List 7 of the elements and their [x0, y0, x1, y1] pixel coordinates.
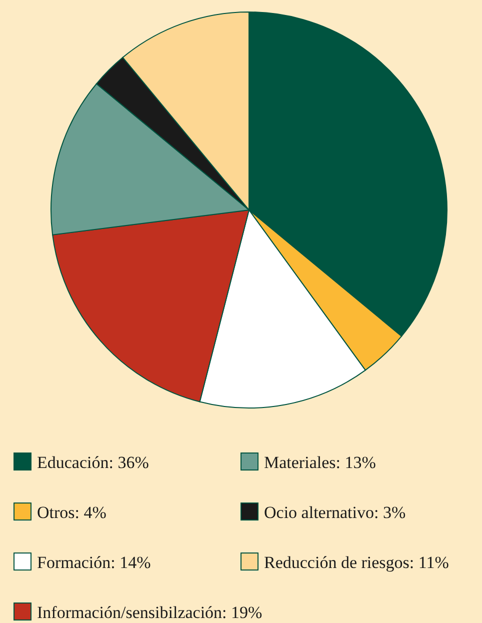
- legend-label: Ocio alternativo: 3%: [264, 503, 406, 522]
- legend-label: Información/sensibilzación: 19%: [37, 603, 262, 622]
- legend-label: Formación: 14%: [37, 553, 151, 572]
- legend-label: Materiales: 13%: [264, 453, 376, 472]
- legend-label: Educación: 36%: [37, 453, 149, 472]
- legend-label: Reducción de riesgos: 11%: [264, 553, 449, 572]
- legend-label: Otros: 4%: [37, 503, 106, 522]
